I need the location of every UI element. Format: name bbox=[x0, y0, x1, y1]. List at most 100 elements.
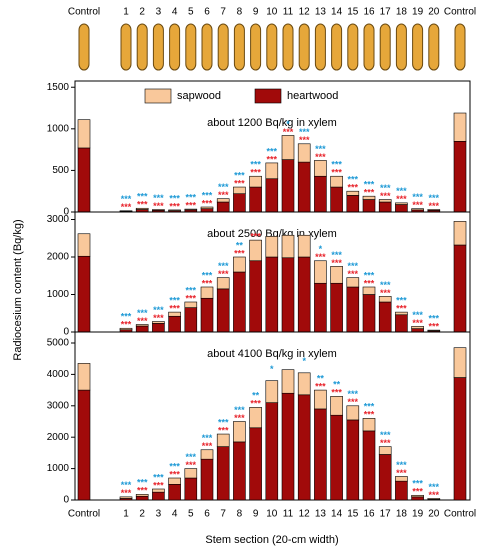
stem-section-icon bbox=[348, 24, 358, 70]
y-tick-label: 1000 bbox=[47, 289, 70, 300]
stem-section-icon bbox=[186, 24, 196, 70]
stem-section-icon bbox=[332, 24, 342, 70]
y-tick-label: 3000 bbox=[47, 400, 70, 411]
sig-sapwood: *** bbox=[153, 193, 164, 203]
section-label: 20 bbox=[428, 7, 440, 18]
heartwood-bar bbox=[152, 323, 164, 332]
x-tick-label: 1 bbox=[123, 509, 129, 520]
sapwood-bar bbox=[201, 287, 213, 298]
section-label: 8 bbox=[237, 7, 243, 18]
heartwood-bar bbox=[233, 442, 245, 500]
heartwood-bar bbox=[454, 245, 466, 332]
x-tick-label: 4 bbox=[172, 509, 178, 520]
sapwood-bar bbox=[331, 266, 343, 283]
heartwood-bar bbox=[347, 287, 359, 332]
heartwood-bar bbox=[233, 194, 245, 212]
stem-section-icon bbox=[380, 24, 390, 70]
sig-sapwood: *** bbox=[186, 192, 197, 202]
heartwood-bar bbox=[314, 176, 326, 212]
y-tick-label: 5000 bbox=[47, 338, 70, 349]
heartwood-bar bbox=[363, 200, 375, 212]
x-tick-label: 20 bbox=[428, 509, 440, 520]
sig-sapwood: *** bbox=[299, 127, 310, 137]
sig-sapwood: *** bbox=[380, 183, 391, 193]
section-label: 2 bbox=[139, 7, 145, 18]
heartwood-bar bbox=[379, 454, 391, 500]
x-tick-label: 17 bbox=[380, 509, 392, 520]
x-tick-label: 14 bbox=[331, 509, 343, 520]
sig-sapwood: *** bbox=[380, 280, 391, 290]
heartwood-bar bbox=[266, 403, 278, 500]
sig-sapwood: ** bbox=[236, 240, 244, 250]
section-label: 18 bbox=[396, 7, 408, 18]
stem-section-icon bbox=[315, 24, 325, 70]
x-tick-label: 12 bbox=[299, 509, 311, 520]
sig-sapwood: *** bbox=[137, 478, 148, 488]
sapwood-bar bbox=[78, 234, 90, 257]
x-tick-label: 11 bbox=[283, 509, 294, 520]
sapwood-bar bbox=[347, 406, 359, 420]
sig-sapwood: ** bbox=[317, 373, 325, 383]
stem-section-icon bbox=[170, 24, 180, 70]
sig-sapwood: *** bbox=[396, 460, 407, 470]
sig-sapwood: * bbox=[302, 356, 306, 366]
heartwood-bar bbox=[152, 492, 164, 500]
stem-section-icon bbox=[202, 24, 212, 70]
stem-section-icon bbox=[121, 24, 131, 70]
sig-sapwood: *** bbox=[396, 186, 407, 196]
sapwood-bar bbox=[298, 235, 310, 257]
x-tick-label: 8 bbox=[237, 509, 243, 520]
sapwood-bar bbox=[331, 176, 343, 187]
stem-section-icon bbox=[251, 24, 261, 70]
stem-section-icon bbox=[396, 24, 406, 70]
annotation: about 1200 Bq/kg in xylem bbox=[207, 117, 337, 129]
sig-sapwood: *** bbox=[169, 461, 180, 471]
section-label: 9 bbox=[253, 7, 259, 18]
y-tick-label: 2000 bbox=[47, 432, 70, 443]
sig-sapwood: *** bbox=[364, 402, 375, 412]
stem-section-icon bbox=[455, 24, 465, 70]
sig-sapwood: *** bbox=[429, 193, 440, 203]
heartwood-bar bbox=[412, 497, 424, 500]
heartwood-bar bbox=[217, 289, 229, 332]
sig-sapwood: *** bbox=[121, 480, 132, 490]
sig-sapwood: *** bbox=[396, 296, 407, 306]
heartwood-bar bbox=[363, 431, 375, 500]
sig-sapwood: *** bbox=[267, 146, 278, 156]
sig-sapwood: *** bbox=[169, 193, 180, 203]
sapwood-bar bbox=[250, 240, 262, 261]
sapwood-bar bbox=[314, 390, 326, 409]
heartwood-bar bbox=[282, 258, 294, 332]
sig-sapwood: * bbox=[319, 244, 323, 254]
stem-section-icon bbox=[218, 24, 228, 70]
section-label: 5 bbox=[188, 7, 194, 18]
sapwood-bar bbox=[331, 396, 343, 415]
sig-sapwood: *** bbox=[315, 144, 326, 154]
sig-sapwood: *** bbox=[429, 482, 440, 492]
sig-sapwood: *** bbox=[412, 479, 423, 489]
heartwood-bar bbox=[201, 298, 213, 332]
sapwood-bar bbox=[314, 160, 326, 176]
x-axis-label: Stem section (20-cm width) bbox=[205, 534, 338, 546]
section-label: Control bbox=[444, 7, 476, 18]
sig-sapwood: *** bbox=[364, 180, 375, 190]
heartwood-bar bbox=[78, 148, 90, 212]
sig-sapwood: *** bbox=[137, 192, 148, 202]
annotation: about 4100 Bq/kg in xylem bbox=[207, 348, 337, 360]
section-label: 4 bbox=[172, 7, 178, 18]
sig-sapwood: ** bbox=[252, 391, 260, 401]
sapwood-bar bbox=[454, 113, 466, 141]
sig-sapwood: *** bbox=[348, 175, 359, 185]
sig-sapwood: *** bbox=[137, 308, 148, 318]
heartwood-bar bbox=[78, 390, 90, 500]
heartwood-bar bbox=[314, 409, 326, 500]
heartwood-bar bbox=[250, 187, 262, 212]
heartwood-bar bbox=[379, 202, 391, 212]
stem-section-icon bbox=[137, 24, 147, 70]
heartwood-bar bbox=[331, 187, 343, 212]
sig-sapwood: *** bbox=[153, 472, 164, 482]
heartwood-bar bbox=[233, 272, 245, 332]
section-label: 7 bbox=[220, 7, 226, 18]
sapwood-bar bbox=[250, 176, 262, 187]
sapwood-bar bbox=[454, 221, 466, 245]
